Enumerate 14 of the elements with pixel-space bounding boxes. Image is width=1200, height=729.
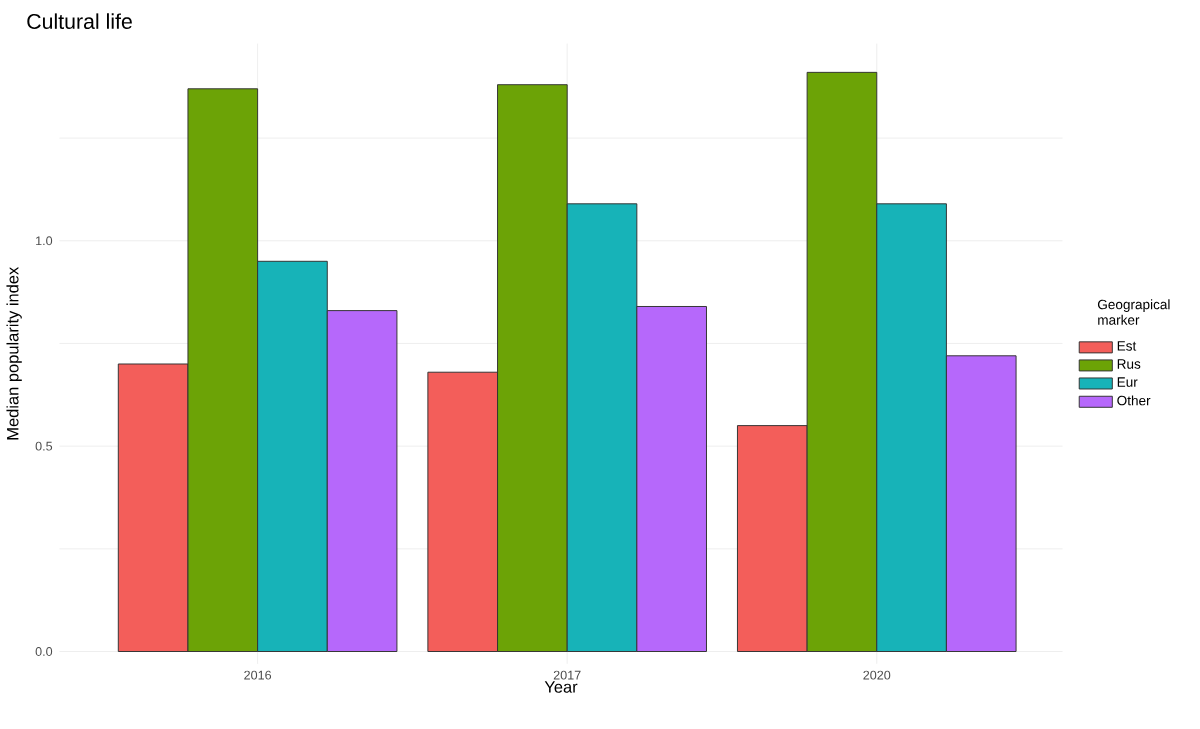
y-axis-title: Median popularity index (6, 267, 22, 440)
legend-label: Est (1117, 341, 1137, 351)
chart-title: Cultural life (27, 13, 132, 30)
legend-label: Other (1117, 395, 1151, 406)
x-axis-title: Year (544, 681, 578, 693)
x-tick-label: 2020 (863, 670, 891, 680)
y-tick-label: 0.5 (35, 441, 53, 451)
y-tick-label: 0.0 (35, 647, 53, 657)
legend-label: Rus (1117, 359, 1141, 369)
y-tick-label: 1.0 (36, 236, 53, 246)
legend-title: Geograpical marker (1097, 299, 1170, 325)
legend-label: Eur (1117, 377, 1138, 387)
x-tick-label: 2017 (553, 670, 581, 680)
x-tick-label: 2016 (244, 670, 272, 680)
